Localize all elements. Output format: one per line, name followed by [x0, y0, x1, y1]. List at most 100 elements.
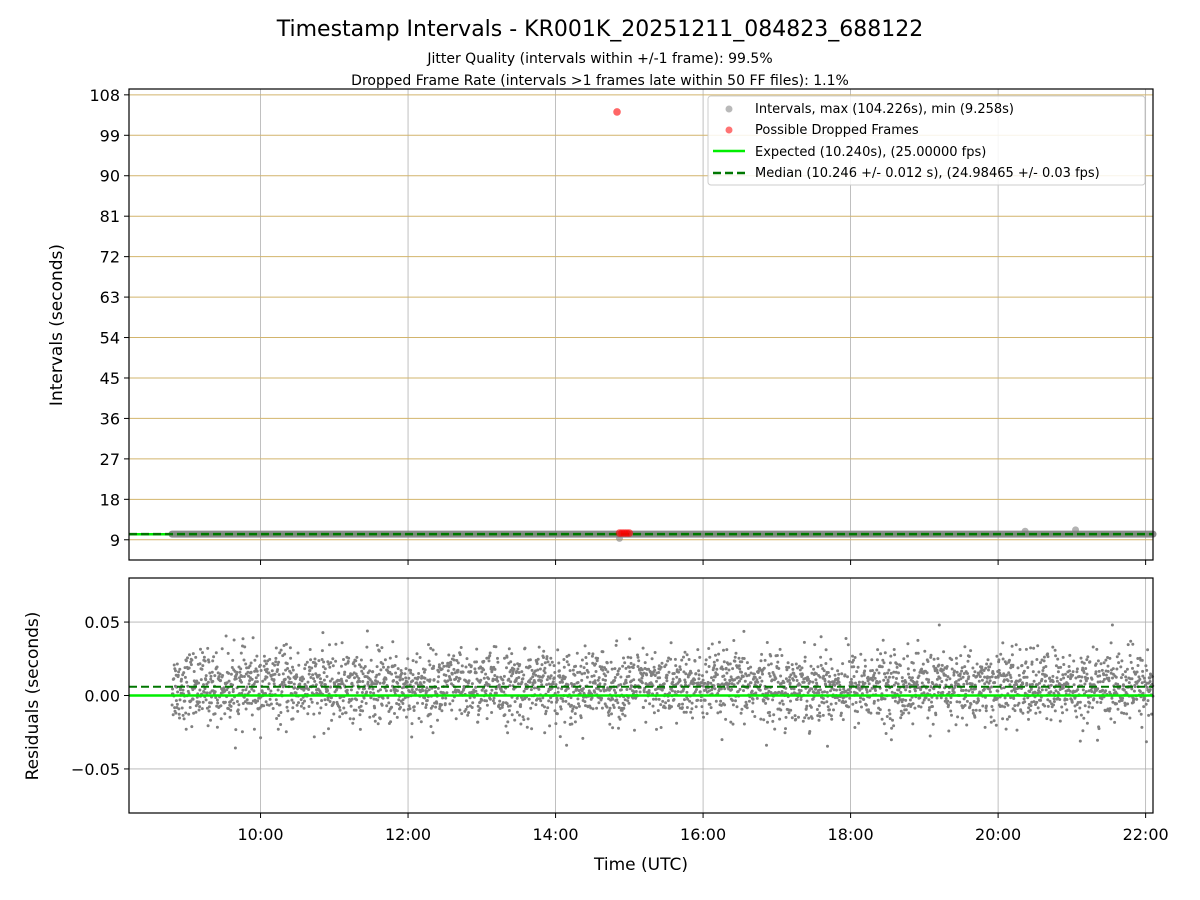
- residual-point: [250, 687, 254, 691]
- residual-point: [973, 715, 977, 719]
- residual-point: [838, 688, 842, 692]
- residual-point: [616, 672, 620, 676]
- legend-label-median: Median (10.246 +/- 0.012 s), (24.98465 +…: [755, 166, 1100, 181]
- residual-point: [451, 690, 455, 694]
- residual-point: [1099, 701, 1103, 704]
- residual-point: [940, 680, 944, 683]
- residual-point: [1049, 718, 1053, 722]
- residual-point: [816, 714, 820, 718]
- residual-point: [564, 699, 568, 703]
- residual-point: [423, 676, 427, 680]
- residual-point: [338, 715, 342, 719]
- residual-point: [464, 665, 468, 669]
- residual-point: [927, 680, 930, 684]
- residual-point: [323, 667, 327, 671]
- residual-point: [289, 656, 293, 660]
- residual-point: [996, 689, 1000, 693]
- residual-point: [323, 683, 327, 687]
- residual-point: [1086, 710, 1090, 714]
- residual-point: [206, 724, 210, 728]
- residual-point: [954, 680, 958, 684]
- residual-point: [473, 667, 477, 671]
- residual-point: [1040, 688, 1044, 692]
- residual-point: [910, 676, 914, 680]
- residual-point: [669, 641, 673, 645]
- residual-point: [906, 642, 910, 646]
- residual-point: [1138, 690, 1142, 693]
- residual-point: [1024, 647, 1028, 651]
- residual-point: [647, 667, 651, 671]
- residual-point: [290, 698, 294, 702]
- residual-point: [744, 700, 748, 704]
- residual-point: [789, 673, 793, 677]
- residual-point: [403, 672, 407, 676]
- residual-point: [611, 726, 615, 730]
- residual-point: [594, 662, 597, 666]
- residual-point: [424, 703, 428, 707]
- residual-point: [488, 651, 492, 655]
- residual-point: [353, 664, 357, 668]
- residual-point: [1034, 711, 1038, 715]
- residual-point: [467, 679, 471, 683]
- residual-point: [675, 675, 679, 679]
- residual-point: [342, 706, 346, 710]
- residual-point: [893, 699, 897, 703]
- residual-point: [944, 673, 947, 677]
- residual-point: [361, 680, 365, 683]
- residual-point: [1066, 682, 1070, 686]
- residual-point: [829, 657, 833, 661]
- residual-point: [186, 684, 190, 688]
- residual-point: [215, 725, 219, 729]
- residual-point: [921, 662, 925, 666]
- residual-point: [701, 684, 705, 688]
- residual-point: [276, 663, 280, 667]
- residual-point: [843, 673, 847, 677]
- residual-point: [579, 664, 583, 668]
- residual-point: [583, 644, 587, 648]
- residual-point: [465, 705, 469, 709]
- residual-point: [1035, 700, 1039, 704]
- residual-point: [452, 667, 456, 671]
- residual-point: [881, 638, 885, 642]
- residual-point: [1042, 666, 1046, 670]
- residual-point: [329, 661, 333, 665]
- residual-point: [920, 667, 924, 671]
- residual-point: [528, 658, 532, 662]
- residual-point: [1051, 645, 1055, 649]
- residual-point: [265, 675, 269, 679]
- residual-point: [278, 651, 282, 655]
- residual-point: [750, 689, 754, 693]
- residual-point: [1100, 668, 1104, 672]
- residual-point: [1002, 672, 1006, 676]
- residual-point: [997, 668, 1001, 672]
- residual-point: [404, 676, 408, 680]
- residual-point: [667, 670, 671, 674]
- residual-point: [682, 687, 686, 691]
- residual-point: [931, 682, 935, 686]
- residual-point: [199, 678, 203, 682]
- residual-point: [904, 698, 908, 702]
- residual-point: [267, 682, 271, 686]
- residual-point: [775, 654, 779, 657]
- residual-point: [503, 713, 507, 717]
- residual-point: [469, 664, 473, 668]
- residual-point: [720, 738, 724, 742]
- residual-point: [794, 717, 798, 721]
- residual-point: [1082, 661, 1086, 665]
- residual-point: [987, 668, 990, 672]
- residual-point: [348, 674, 352, 678]
- residual-point: [950, 667, 954, 671]
- residual-point: [832, 708, 835, 712]
- residual-point: [248, 664, 252, 668]
- residual-point: [590, 696, 594, 700]
- residual-point: [259, 669, 263, 672]
- residual-point: [1000, 704, 1004, 708]
- residual-point: [965, 682, 969, 686]
- residual-point: [597, 687, 600, 691]
- residual-point: [839, 711, 843, 715]
- residual-point: [747, 673, 751, 677]
- residual-point: [803, 659, 807, 663]
- residual-point: [264, 662, 268, 666]
- residual-point: [754, 680, 758, 684]
- residual-point: [873, 671, 877, 675]
